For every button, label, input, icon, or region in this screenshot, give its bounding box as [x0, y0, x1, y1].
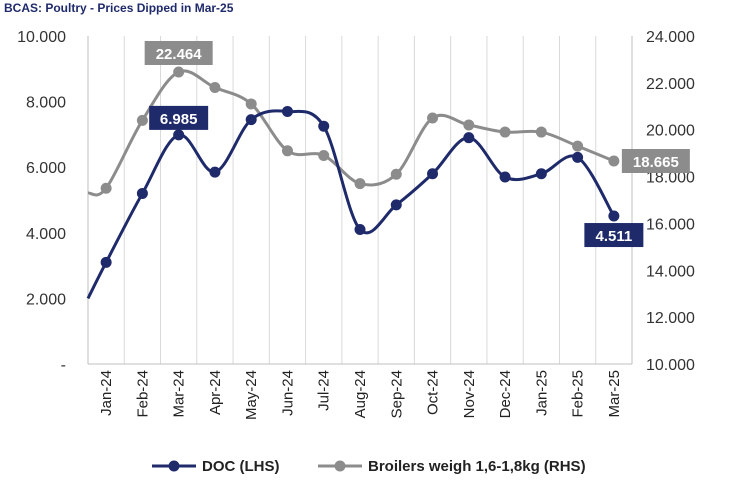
- x-tick-label: Nov-24: [461, 370, 478, 418]
- x-tick-label: Sep-24: [388, 370, 405, 418]
- x-tick-label: Feb-24: [134, 370, 151, 418]
- data-callouts: 22.464 6.985 18.665 4.511: [144, 40, 690, 248]
- x-tick-label: Mar-25: [606, 370, 623, 418]
- doc-point: [608, 210, 620, 222]
- left-tick-label: 2.000: [26, 291, 66, 308]
- doc-point: [100, 256, 112, 268]
- broilers-point: [608, 155, 620, 167]
- callout-label: 6.985: [160, 111, 198, 128]
- right-tick-label: 16.000: [646, 216, 695, 233]
- left-tick-label: 8.000: [26, 95, 66, 112]
- doc-series-line: [86, 109, 616, 300]
- series-lines: [86, 69, 616, 300]
- doc-point: [318, 120, 330, 132]
- doc-point: [209, 166, 221, 178]
- callout-box: [144, 40, 213, 65]
- x-tick-label: Dec-24: [497, 370, 514, 418]
- right-tick-label: 24.000: [646, 29, 695, 46]
- right-tick-label: 18.000: [646, 170, 695, 187]
- callout-label: 4.511: [596, 228, 633, 245]
- legend: DOC (LHS) Broilers weigh 1,6-1,8kg (RHS): [152, 458, 586, 475]
- x-tick-label: Jan-24: [98, 370, 115, 416]
- callout-box: [149, 105, 209, 130]
- broilers-point: [463, 119, 475, 131]
- right-tick-label: 14.000: [646, 263, 695, 280]
- x-tick-label: Jun-24: [279, 370, 296, 416]
- broilers-point: [427, 112, 439, 124]
- x-tick-label: Oct-24: [425, 370, 442, 415]
- axes: [87, 36, 633, 365]
- broilers-point: [173, 66, 185, 78]
- grid-lines: [87, 36, 633, 364]
- callout-label: 18.665: [633, 154, 679, 171]
- doc-point: [572, 151, 584, 163]
- doc-point: [245, 114, 257, 126]
- callout-box: [621, 148, 690, 173]
- doc-point: [136, 187, 148, 199]
- callout-label: 22.464: [156, 46, 203, 63]
- doc-point: [354, 224, 366, 236]
- x-tick-label: May-24: [243, 370, 260, 420]
- broilers-point: [535, 126, 547, 138]
- x-axis-ticks: Jan-24 Feb-24 Mar-24 Apr-24 May-24 Jun-24 Jul-…: [98, 370, 623, 420]
- right-tick-label: 22.000: [646, 76, 695, 93]
- doc-point: [427, 168, 439, 180]
- left-axis-ticks: - 2.000 4.000 6.000 8.000 10.000: [17, 29, 66, 374]
- doc-point: [463, 132, 475, 144]
- broilers-point: [100, 182, 112, 194]
- broilers-point: [354, 178, 366, 190]
- broilers-point: [572, 140, 584, 152]
- legend-swatch-marker: [334, 460, 346, 472]
- doc-point: [281, 105, 293, 117]
- broilers-point: [281, 145, 293, 157]
- right-tick-label: 20.000: [646, 123, 695, 140]
- doc-point: [499, 171, 511, 183]
- x-tick-label: Feb-25: [570, 370, 587, 418]
- left-tick-label: 6.000: [26, 160, 66, 177]
- left-tick-label: -: [61, 357, 66, 374]
- right-axis-ticks: 10.000 12.000 14.000 16.000 18.000 20.000 22.0…: [646, 29, 695, 374]
- broilers-point: [209, 82, 221, 94]
- legend-label: DOC (LHS): [202, 458, 280, 475]
- doc-point: [390, 199, 402, 211]
- x-tick-label: Mar-24: [171, 370, 188, 418]
- legend-swatch-marker: [168, 460, 180, 472]
- broilers-series-line: [87, 69, 615, 197]
- broilers-point: [499, 126, 511, 138]
- left-tick-label: 10.000: [17, 29, 66, 46]
- right-tick-label: 12.000: [646, 310, 695, 327]
- broilers-point: [136, 114, 148, 126]
- x-tick-label: Jul-24: [316, 370, 333, 411]
- right-tick-label: 10.000: [646, 357, 695, 374]
- x-tick-label: Jan-25: [533, 370, 550, 416]
- x-tick-label: Aug-24: [352, 370, 369, 418]
- legend-label: Broilers weigh 1,6-1,8kg (RHS): [368, 458, 586, 475]
- series-points: [100, 66, 620, 268]
- doc-point: [173, 129, 185, 141]
- callout-box: [584, 223, 644, 248]
- x-tick-label: Apr-24: [207, 370, 224, 415]
- doc-point: [535, 168, 547, 180]
- left-tick-label: 4.000: [26, 226, 66, 243]
- broilers-point: [318, 149, 330, 161]
- broilers-point: [390, 168, 402, 180]
- broilers-point: [245, 98, 257, 110]
- chart-title: BCAS: Poultry - Prices Dipped in Mar-25: [4, 1, 234, 15]
